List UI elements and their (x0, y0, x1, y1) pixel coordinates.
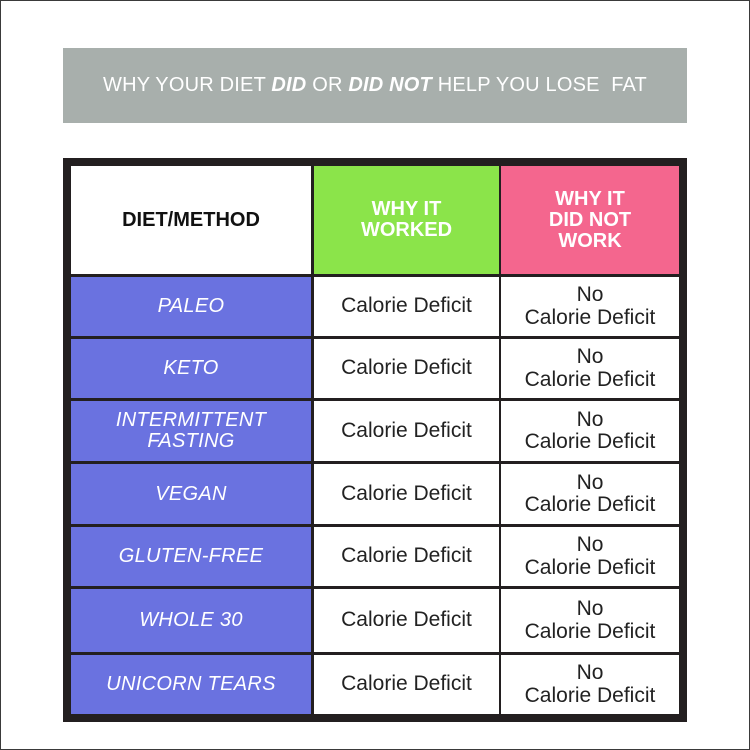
title-emphasis-did-not: DID NOT (348, 74, 432, 96)
diet-name-cell: WHOLE 30 (71, 589, 311, 652)
diet-name-cell: GLUTEN-FREE (71, 527, 311, 586)
why-it-worked-cell: Calorie Deficit (314, 527, 499, 586)
why-it-worked-cell: Calorie Deficit (314, 589, 499, 652)
why-it-worked-cell: Calorie Deficit (314, 401, 499, 461)
diet-name-cell: INTERMITTENT FASTING (71, 401, 311, 461)
diet-name-cell: UNICORN TEARS (71, 655, 311, 714)
why-it-did-not-work-cell: No Calorie Deficit (501, 401, 679, 461)
why-it-worked-cell: Calorie Deficit (314, 339, 499, 398)
why-it-did-not-work-cell: No Calorie Deficit (501, 277, 679, 336)
why-it-worked-cell: Calorie Deficit (314, 464, 499, 524)
why-it-did-not-work-cell: No Calorie Deficit (501, 655, 679, 714)
why-it-did-not-work-cell: No Calorie Deficit (501, 527, 679, 586)
title-banner: WHY YOUR DIET DID OR DID NOT HELP YOU LO… (63, 48, 687, 123)
why-it-did-not-work-cell: No Calorie Deficit (501, 464, 679, 524)
diet-name-cell: PALEO (71, 277, 311, 336)
header-why-it-worked: WHY IT WORKED (314, 166, 499, 274)
title-part-1: WHY YOUR DIET (103, 74, 272, 96)
header-diet-method: DIET/METHOD (71, 166, 311, 274)
why-it-did-not-work-cell: No Calorie Deficit (501, 589, 679, 652)
diet-comparison-table: DIET/METHOD WHY IT WORKED WHY IT DID NOT… (63, 158, 687, 722)
diet-name-cell: KETO (71, 339, 311, 398)
why-it-worked-cell: Calorie Deficit (314, 277, 499, 336)
why-it-worked-cell: Calorie Deficit (314, 655, 499, 714)
why-it-did-not-work-cell: No Calorie Deficit (501, 339, 679, 398)
header-why-it-did-not-work: WHY IT DID NOT WORK (501, 166, 679, 274)
diet-name-cell: VEGAN (71, 464, 311, 524)
title-part-3: HELP YOU LOSE FAT (431, 74, 647, 96)
title-part-2: OR (306, 74, 349, 96)
title-emphasis-did: DID (271, 74, 307, 96)
